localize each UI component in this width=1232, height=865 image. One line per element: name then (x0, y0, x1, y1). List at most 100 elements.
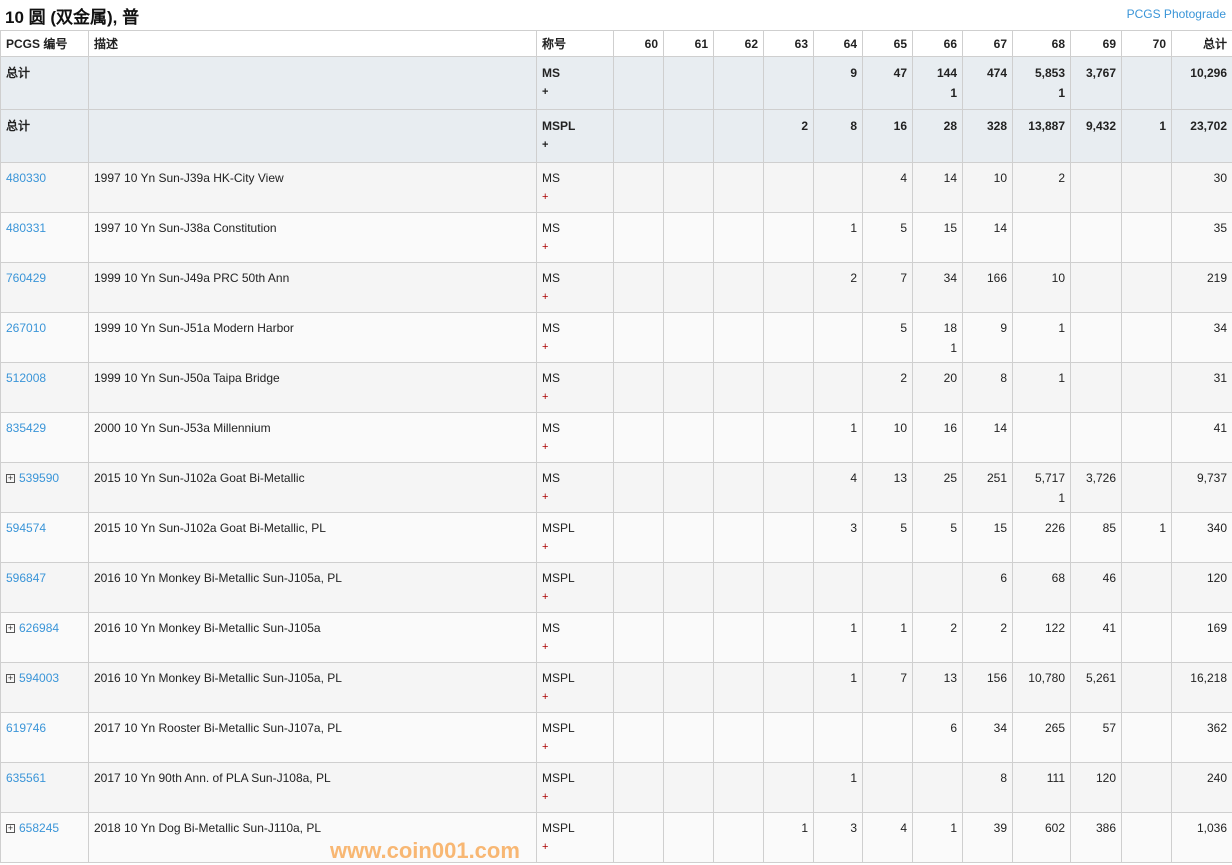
column-header[interactable]: 64 (813, 30, 863, 57)
expand-icon[interactable]: + (6, 673, 15, 683)
grade-63-cell[interactable]: 2 (763, 109, 814, 163)
grade-66-cell[interactable]: 1 (912, 812, 963, 863)
grade-67-cell[interactable]: 251 (962, 462, 1013, 513)
pcgs-number-link[interactable]: 594574 (6, 521, 47, 535)
column-header[interactable]: 62 (713, 30, 764, 57)
grade-69-cell[interactable]: 9,432 (1070, 109, 1122, 163)
grade-70-cell[interactable]: 1 (1121, 512, 1172, 563)
grade-69-cell[interactable]: 41 (1070, 612, 1122, 663)
column-header[interactable]: 70 (1121, 30, 1172, 57)
grade-68-cell[interactable]: 122 (1012, 612, 1071, 663)
grade-67-cell[interactable]: 6 (962, 562, 1013, 613)
grade-66-cell[interactable]: 13 (912, 662, 963, 713)
grade-67-cell[interactable]: 39 (962, 812, 1013, 863)
grade-69-cell[interactable]: 3,726 (1070, 462, 1122, 513)
pcgs-number-link[interactable]: 658245 (19, 821, 60, 835)
grade-68-cell[interactable]: 2 (1012, 162, 1071, 213)
grade-66-cell[interactable]: 16 (912, 412, 963, 463)
grade-67-cell[interactable]: 14 (962, 412, 1013, 463)
grade-65-cell[interactable]: 2 (862, 362, 913, 413)
grade-68-cell[interactable]: 10 (1012, 262, 1071, 313)
expand-icon[interactable]: + (6, 823, 15, 833)
grade-66-cell[interactable]: 34 (912, 262, 963, 313)
pcgs-number-link[interactable]: 594003 (19, 671, 60, 685)
pcgs-number-link[interactable]: 635561 (6, 771, 47, 785)
grade-65-cell[interactable]: 5 (862, 212, 913, 263)
pcgs-number-link[interactable]: 626984 (19, 621, 60, 635)
expand-icon[interactable]: + (6, 623, 15, 633)
grade-64-cell[interactable]: 4 (813, 462, 863, 513)
column-header[interactable]: PCGS 编号 (0, 30, 89, 57)
grade-65-cell[interactable]: 5 (862, 312, 913, 363)
column-header[interactable]: 61 (663, 30, 714, 57)
grade-68-cell[interactable]: 5,717 1 (1012, 462, 1071, 513)
grade-66-cell[interactable]: 15 (912, 212, 963, 263)
grade-69-cell[interactable]: 386 (1070, 812, 1122, 863)
grade-67-cell[interactable]: 34 (962, 712, 1013, 763)
pcgs-number-link[interactable]: 835429 (6, 421, 47, 435)
pcgs-number-link[interactable]: 512008 (6, 371, 47, 385)
grade-68-cell[interactable]: 13,887 (1012, 109, 1071, 163)
grade-66-cell[interactable]: 144 1 (912, 56, 963, 110)
column-header[interactable]: 66 (912, 30, 963, 57)
grade-68-cell[interactable]: 111 (1012, 762, 1071, 813)
grade-65-cell[interactable]: 5 (862, 512, 913, 563)
grade-66-cell[interactable]: 14 (912, 162, 963, 213)
grade-66-cell[interactable]: 28 (912, 109, 963, 163)
grade-65-cell[interactable]: 4 (862, 812, 913, 863)
grade-68-cell[interactable]: 5,853 1 (1012, 56, 1071, 110)
grade-64-cell[interactable]: 1 (813, 662, 863, 713)
grade-65-cell[interactable]: 7 (862, 662, 913, 713)
grade-64-cell[interactable]: 8 (813, 109, 863, 163)
grade-68-cell[interactable]: 265 (1012, 712, 1071, 763)
grade-67-cell[interactable]: 14 (962, 212, 1013, 263)
grade-65-cell[interactable]: 7 (862, 262, 913, 313)
grade-65-cell[interactable]: 1 (862, 612, 913, 663)
grade-68-cell[interactable]: 226 (1012, 512, 1071, 563)
grade-67-cell[interactable]: 2 (962, 612, 1013, 663)
grade-66-cell[interactable]: 20 (912, 362, 963, 413)
column-header[interactable]: 称号 (536, 30, 614, 57)
grade-64-cell[interactable]: 3 (813, 512, 863, 563)
grade-65-cell[interactable]: 16 (862, 109, 913, 163)
grade-64-cell[interactable]: 1 (813, 412, 863, 463)
pcgs-number-link[interactable]: 480330 (6, 171, 47, 185)
pcgs-number-link[interactable]: 619746 (6, 721, 47, 735)
grade-69-cell[interactable]: 5,261 (1070, 662, 1122, 713)
grade-67-cell[interactable]: 15 (962, 512, 1013, 563)
pcgs-number-link[interactable]: 480331 (6, 221, 47, 235)
column-header[interactable]: 69 (1070, 30, 1122, 57)
grade-65-cell[interactable]: 47 (862, 56, 913, 110)
grade-66-cell[interactable]: 25 (912, 462, 963, 513)
column-header[interactable]: 总计 (1171, 30, 1232, 57)
grade-70-cell[interactable]: 1 (1121, 109, 1172, 163)
grade-67-cell[interactable]: 166 (962, 262, 1013, 313)
grade-68-cell[interactable]: 1 (1012, 362, 1071, 413)
grade-67-cell[interactable]: 8 (962, 362, 1013, 413)
column-header[interactable]: 60 (613, 30, 664, 57)
grade-68-cell[interactable]: 68 (1012, 562, 1071, 613)
grade-69-cell[interactable]: 46 (1070, 562, 1122, 613)
column-header[interactable]: 65 (862, 30, 913, 57)
grade-64-cell[interactable]: 2 (813, 262, 863, 313)
grade-65-cell[interactable]: 13 (862, 462, 913, 513)
pcgs-photograde-link[interactable]: PCGS Photograde (1126, 7, 1226, 21)
grade-65-cell[interactable]: 4 (862, 162, 913, 213)
pcgs-number-link[interactable]: 760429 (6, 271, 47, 285)
column-header[interactable]: 68 (1012, 30, 1071, 57)
grade-67-cell[interactable]: 10 (962, 162, 1013, 213)
pcgs-number-link[interactable]: 596847 (6, 571, 47, 585)
grade-68-cell[interactable]: 10,780 (1012, 662, 1071, 713)
grade-67-cell[interactable]: 328 (962, 109, 1013, 163)
grade-67-cell[interactable]: 8 (962, 762, 1013, 813)
pcgs-number-link[interactable]: 267010 (6, 321, 47, 335)
grade-66-cell[interactable]: 5 (912, 512, 963, 563)
grade-66-cell[interactable]: 18 1 (912, 312, 963, 363)
grade-69-cell[interactable]: 120 (1070, 762, 1122, 813)
grade-67-cell[interactable]: 156 (962, 662, 1013, 713)
grade-64-cell[interactable]: 1 (813, 762, 863, 813)
grade-63-cell[interactable]: 1 (763, 812, 814, 863)
grade-64-cell[interactable]: 3 (813, 812, 863, 863)
grade-69-cell[interactable]: 57 (1070, 712, 1122, 763)
grade-68-cell[interactable]: 602 (1012, 812, 1071, 863)
